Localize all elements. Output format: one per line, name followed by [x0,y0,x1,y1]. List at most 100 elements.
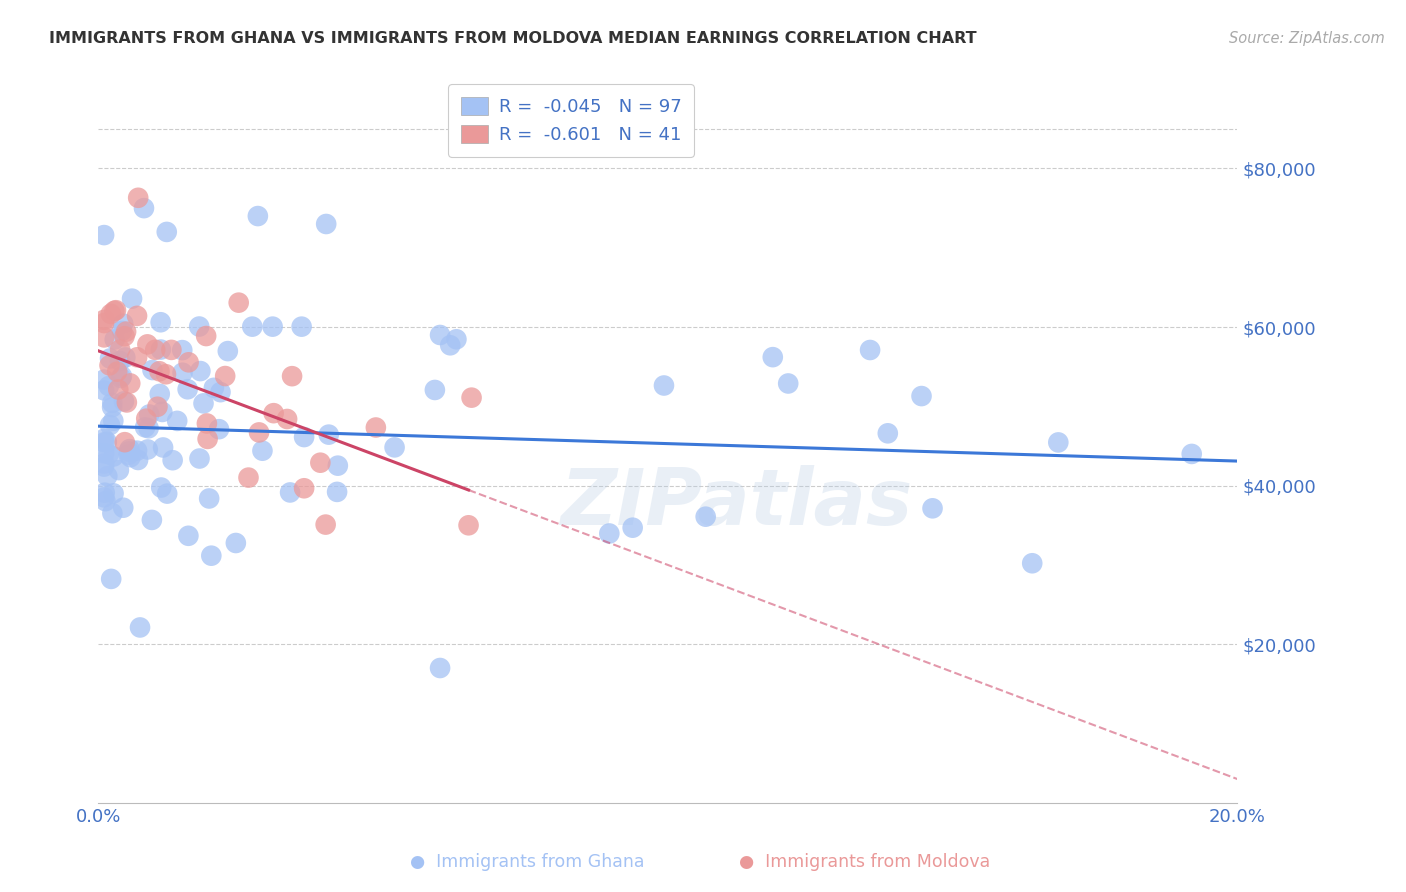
Point [136,337,159,351]
Text: ZIPatlas: ZIPatlas [560,465,912,541]
Point [141,363,163,377]
Point [228,295,250,310]
Point [93,313,115,327]
Point [326,458,349,473]
Point [214,369,236,384]
Point [143,343,166,357]
Point [197,432,219,446]
Point [162,453,184,467]
Point [247,425,270,440]
Point [263,406,285,420]
Point [93,491,115,505]
Point [262,319,284,334]
Point [148,364,170,378]
Point [177,355,200,369]
Point [98,351,121,366]
Text: ●  Immigrants from Moldova: ● Immigrants from Moldova [740,853,990,871]
Point [93,435,115,450]
Point [112,317,135,331]
Point [115,395,138,409]
Point [118,444,141,458]
Point [176,382,198,396]
Point [177,529,200,543]
Point [238,470,260,484]
Point [114,329,136,343]
Point [100,307,122,321]
Point [100,572,122,586]
Point [156,486,179,500]
Point [121,292,143,306]
Point [208,422,231,436]
Point [138,421,160,435]
Point [240,319,263,334]
Point [134,420,156,434]
Point [446,332,468,346]
Point [111,324,134,338]
Point [1021,556,1043,570]
Point [198,491,221,506]
Point [460,391,482,405]
Point [104,303,127,318]
Point [621,521,644,535]
Point [429,328,451,343]
Point [384,441,406,455]
Point [112,394,135,409]
Point [132,201,155,215]
Point [172,366,194,380]
Point [315,217,337,231]
Point [135,411,157,425]
Point [910,389,932,403]
Text: IMMIGRANTS FROM GHANA VS IMMIGRANTS FROM MOLDOVA MEDIAN EARNINGS CORRELATION CHA: IMMIGRANTS FROM GHANA VS IMMIGRANTS FROM… [49,31,977,46]
Point [193,396,215,410]
Point [318,427,340,442]
Point [96,469,118,483]
Point [292,430,315,444]
Point [217,344,239,359]
Point [125,309,148,323]
Point [101,506,124,520]
Point [110,371,132,385]
Point [97,379,120,393]
Point [101,396,124,410]
Point [188,319,211,334]
Point [859,343,882,357]
Point [291,319,314,334]
Point [150,481,173,495]
Point [138,408,160,422]
Point [598,526,620,541]
Point [103,450,125,464]
Point [104,333,127,347]
Point [105,365,128,379]
Legend: R =  -0.045   N = 97, R =  -0.601   N = 41: R = -0.045 N = 97, R = -0.601 N = 41 [449,84,695,157]
Point [150,405,173,419]
Point [125,443,148,458]
Point [127,191,149,205]
Point [103,304,125,318]
Point [921,501,943,516]
Point [429,661,451,675]
Point [439,338,461,352]
Point [120,376,142,391]
Point [94,485,117,500]
Point [98,359,121,373]
Point [423,383,446,397]
Point [149,387,172,401]
Point [93,432,115,446]
Point [115,325,138,339]
Point [246,209,269,223]
Point [200,549,222,563]
Text: ●  Immigrants from Ghana: ● Immigrants from Ghana [411,853,644,871]
Point [93,373,115,387]
Point [97,447,120,461]
Point [93,457,115,471]
Point [292,481,315,495]
Point [101,401,124,415]
Point [188,451,211,466]
Point [93,446,115,460]
Point [129,620,152,634]
Point [156,225,179,239]
Point [778,376,800,391]
Point [1047,435,1070,450]
Point [876,426,898,441]
Point [93,228,115,243]
